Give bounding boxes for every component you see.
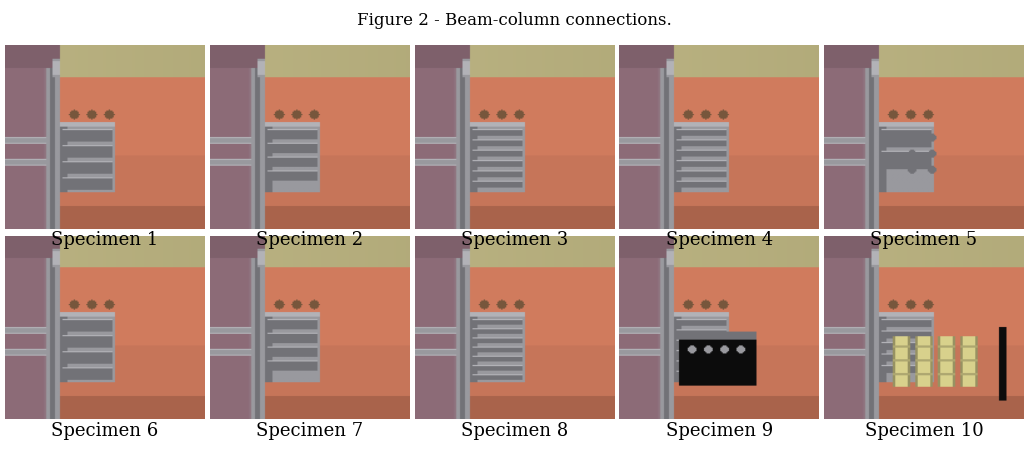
Text: Specimen 3: Specimen 3 [461,231,568,249]
Text: Specimen 7: Specimen 7 [256,422,363,440]
Text: Specimen 2: Specimen 2 [256,231,363,249]
Text: Specimen 4: Specimen 4 [666,231,773,249]
Text: Specimen 1: Specimen 1 [51,231,158,249]
Text: Figure 2 - Beam-column connections.: Figure 2 - Beam-column connections. [357,12,672,29]
Text: Specimen 9: Specimen 9 [666,422,773,440]
Text: Specimen 10: Specimen 10 [864,422,984,440]
Text: Specimen 5: Specimen 5 [871,231,978,249]
Text: Specimen 6: Specimen 6 [51,422,158,440]
Text: Specimen 8: Specimen 8 [461,422,568,440]
